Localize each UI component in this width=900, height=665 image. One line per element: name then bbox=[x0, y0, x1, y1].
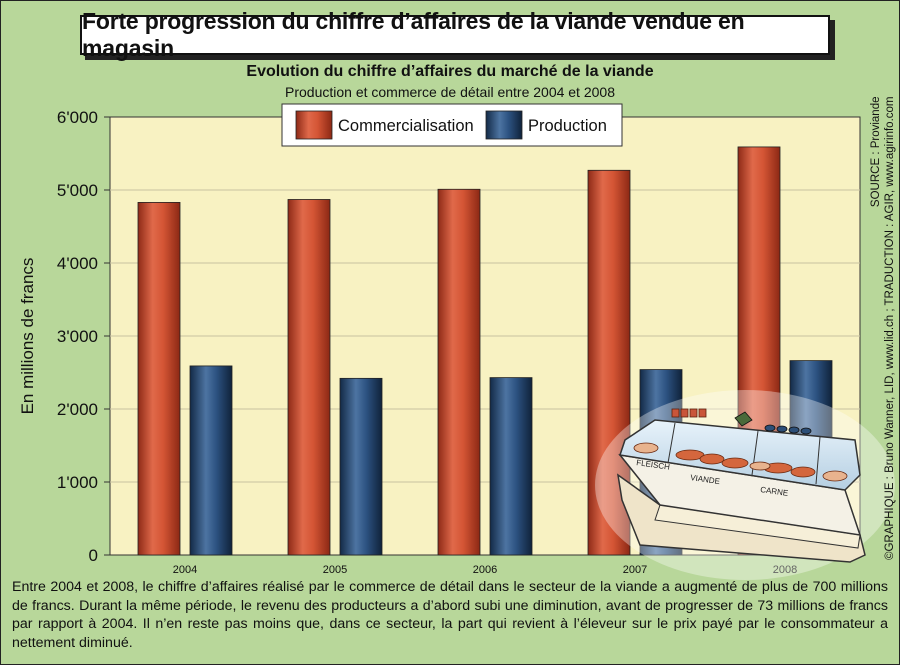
bar-commercialisation-2004 bbox=[137, 202, 181, 556]
y-tick-label: 6'000 bbox=[57, 108, 98, 127]
bar-production-2004 bbox=[189, 365, 233, 556]
y-tick-label: 0 bbox=[89, 546, 98, 565]
title-box: Forte progression du chiffre d’affaires … bbox=[80, 8, 830, 61]
y-tick-label: 5'000 bbox=[57, 181, 98, 200]
meat-counter-illustration: FLEISCH VIANDE CARNE bbox=[595, 390, 895, 580]
legend-box bbox=[281, 103, 623, 147]
x-tick-label: 2005 bbox=[323, 564, 347, 576]
bar-commercialisation-2006 bbox=[437, 188, 481, 556]
source-credit: SOURCE : Proviande bbox=[870, 96, 882, 208]
y-axis-label: En millions de francs bbox=[18, 258, 37, 415]
bar-commercialisation-2005 bbox=[287, 199, 331, 556]
footer-text: Entre 2004 et 2008, le chiffre d’affaire… bbox=[12, 579, 888, 651]
chart-subtitle: Evolution du chiffre d’affaires du march… bbox=[246, 63, 654, 80]
page-title: Forte progression du chiffre d’affaires … bbox=[82, 8, 745, 61]
counter-label-carne: CARNE bbox=[760, 485, 789, 498]
legend-swatch bbox=[485, 110, 523, 140]
y-tick-label: 4'000 bbox=[57, 254, 98, 273]
legend-swatch bbox=[295, 110, 333, 140]
x-tick-label: 2008 bbox=[773, 564, 797, 576]
y-tick-label: 3'000 bbox=[57, 327, 98, 346]
credits: SOURCE : Proviande ©GRAPHIQUE : Bruno Wa… bbox=[863, 97, 900, 561]
legend-label: Production bbox=[528, 117, 607, 135]
graphic-credit: ©GRAPHIQUE : Bruno Wanner, LID, www.lid.… bbox=[884, 96, 896, 561]
bar-production-2005 bbox=[339, 377, 383, 556]
legend-label: Commercialisation bbox=[338, 117, 474, 135]
x-tick-label: 2006 bbox=[473, 564, 497, 576]
y-tick-label: 1'000 bbox=[57, 473, 98, 492]
chart-subsubtitle: Production et commerce de détail entre 2… bbox=[285, 84, 615, 100]
x-tick-label: 2007 bbox=[623, 564, 647, 576]
y-tick-label: 2'000 bbox=[57, 400, 98, 419]
x-tick-label: 2004 bbox=[173, 564, 197, 576]
bar-production-2006 bbox=[489, 377, 533, 556]
counter-label-viande: VIANDE bbox=[690, 473, 721, 486]
